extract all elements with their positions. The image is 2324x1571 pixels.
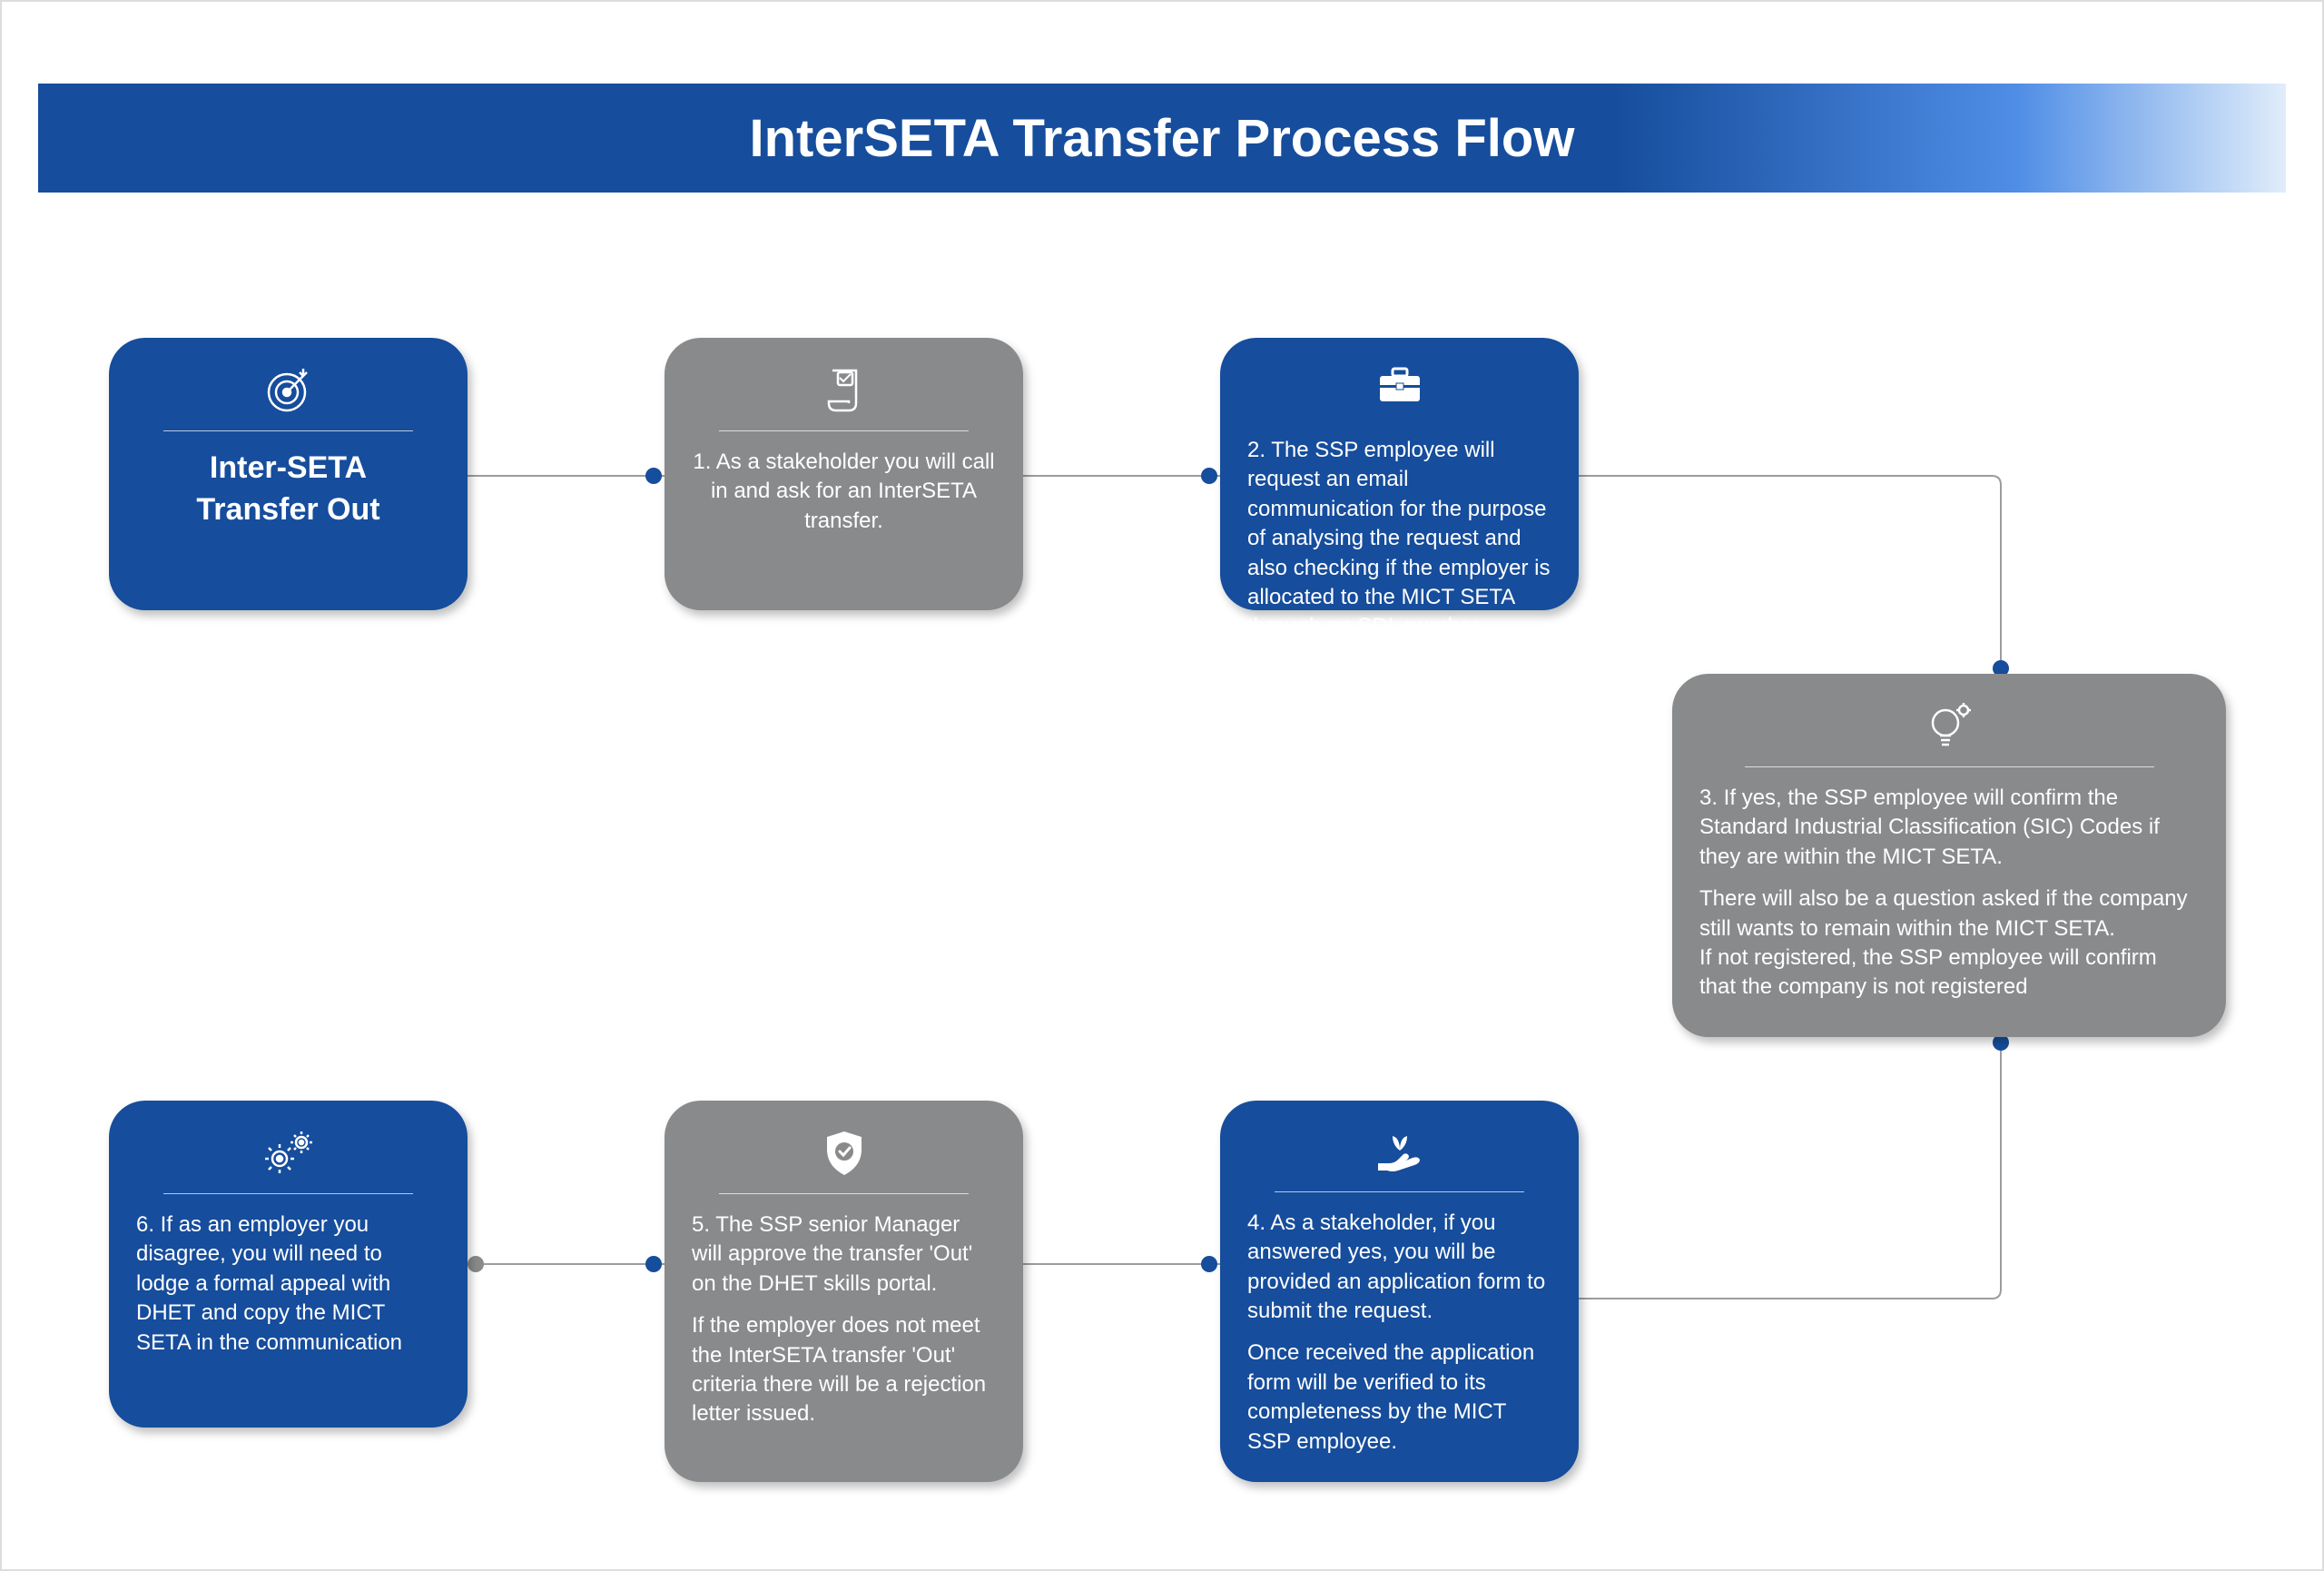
scroll-icon xyxy=(822,363,867,418)
bulb-icon xyxy=(1924,699,1974,754)
flow-step-3: 3. If yes, the SSP employee will confirm… xyxy=(1672,674,2226,1037)
shield-icon xyxy=(822,1126,867,1181)
hand-leaf-icon xyxy=(1373,1126,1427,1179)
step-1-text: 1. As a stakeholder you will call in and… xyxy=(692,448,996,536)
briefcase-icon xyxy=(1374,363,1425,407)
gears-icon xyxy=(260,1126,318,1181)
page-title: InterSETA Transfer Process Flow xyxy=(750,108,1575,169)
connector-dot xyxy=(1201,468,1217,484)
flow-step-4: 4. As a stakeholder, if you answered yes… xyxy=(1220,1101,1579,1482)
flow-start-card: Inter-SETA Transfer Out xyxy=(109,338,468,610)
start-card-text: Inter-SETA Transfer Out xyxy=(136,448,440,531)
step-5-text: 5. The SSP senior Manager will approve t… xyxy=(692,1210,996,1429)
target-icon xyxy=(263,363,314,418)
flow-step-6: 6. If as an employer you disagree, you w… xyxy=(109,1101,468,1428)
flow-step-1: 1. As a stakeholder you will call in and… xyxy=(665,338,1023,610)
flow-step-5: 5. The SSP senior Manager will approve t… xyxy=(665,1101,1023,1482)
flow-diagram: Inter-SETA Transfer Out 1. As a stakehol… xyxy=(38,193,2286,1555)
flow-step-2: 2. The SSP employee will request an emai… xyxy=(1220,338,1579,610)
step-3-text: 3. If yes, the SSP employee will confirm… xyxy=(1699,784,2199,1003)
connector-dot xyxy=(645,468,662,484)
step-4-text: 4. As a stakeholder, if you answered yes… xyxy=(1247,1209,1551,1457)
connector-dot xyxy=(468,1256,484,1272)
step-6-text: 6. If as an employer you disagree, you w… xyxy=(136,1210,440,1358)
connector-dot xyxy=(1201,1256,1217,1272)
step-2-text: 2. The SSP employee will request an emai… xyxy=(1247,436,1551,642)
connector-dot xyxy=(645,1256,662,1272)
